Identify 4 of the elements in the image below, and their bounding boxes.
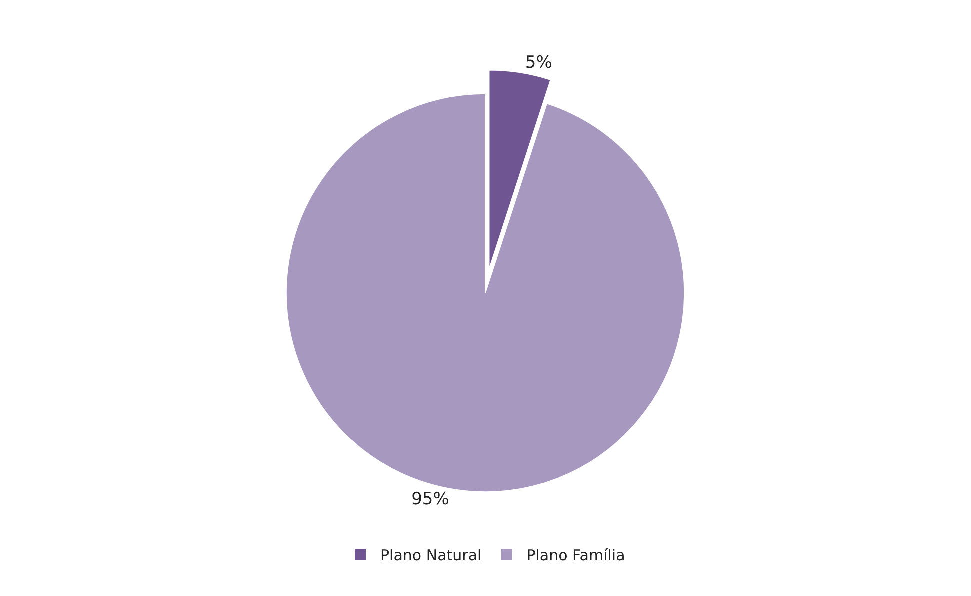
data-label: 5% <box>525 52 552 73</box>
legend-label: Plano Família <box>526 546 626 564</box>
data-label: 95% <box>412 489 450 510</box>
legend-label: Plano Natural <box>380 546 482 564</box>
